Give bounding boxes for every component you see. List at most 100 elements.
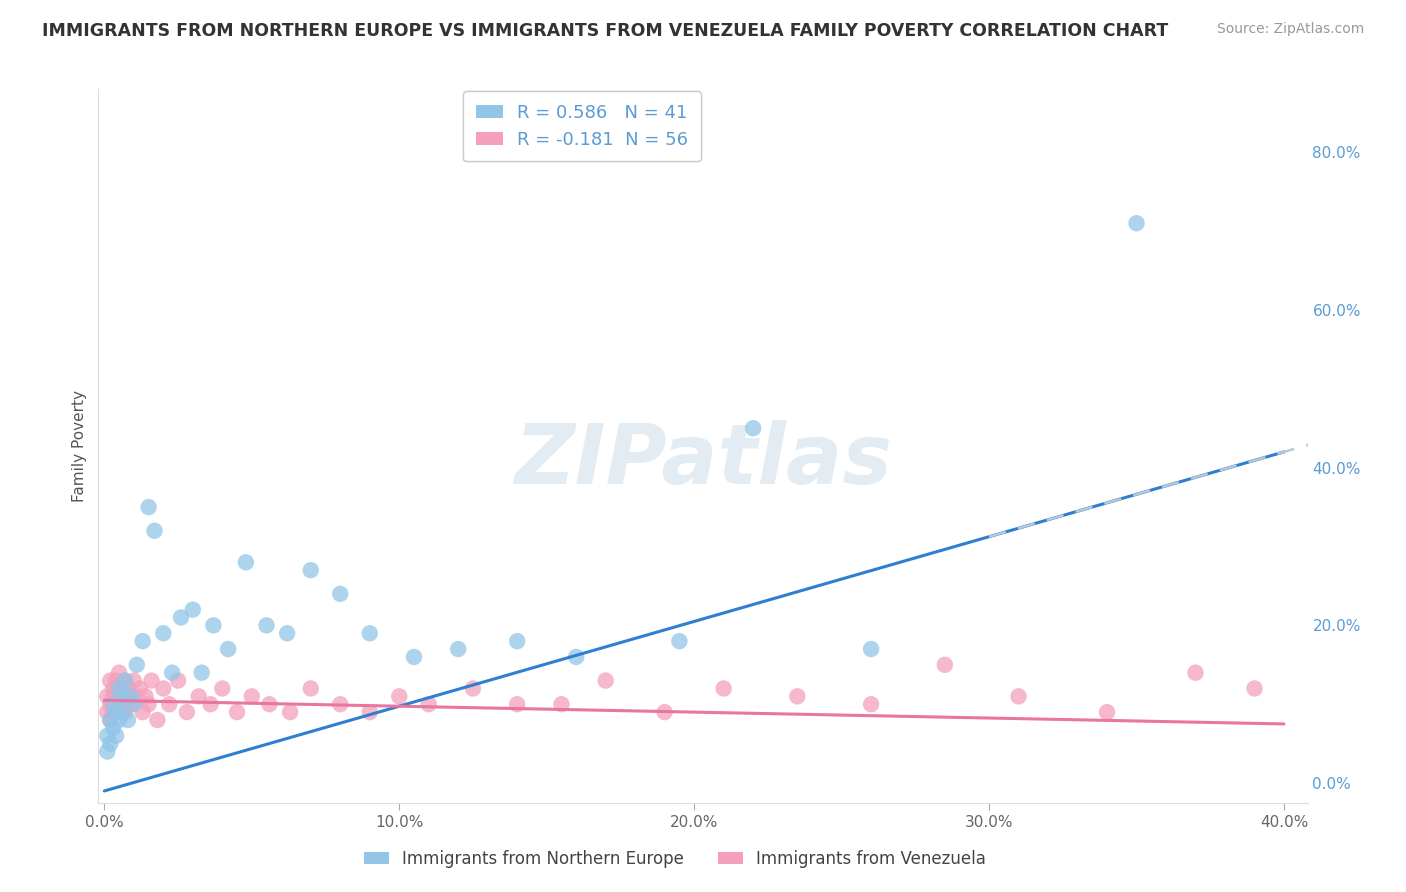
Point [138,698,160,712]
Legend: Immigrants from Northern Europe, Immigrants from Venezuela: Immigrants from Northern Europe, Immigra… [357,844,993,875]
Point [550,698,572,712]
Point [138,500,160,515]
Point [101,705,124,719]
Point [217,642,239,657]
Y-axis label: Family Poverty: Family Poverty [72,390,87,502]
Point [152,626,174,640]
Point [125,690,148,704]
Point [742,421,765,435]
Point [122,698,145,712]
Point [1184,665,1206,680]
Point [131,634,153,648]
Point [654,705,676,719]
Point [259,698,281,712]
Point [235,555,257,569]
Point [105,698,128,712]
Point [1125,216,1147,230]
Text: Source: ZipAtlas.com: Source: ZipAtlas.com [1216,22,1364,37]
Point [108,690,131,704]
Point [114,673,136,688]
Point [595,673,617,688]
Point [359,626,381,640]
Point [668,634,690,648]
Point [152,681,174,696]
Point [187,690,209,704]
Point [1243,681,1265,696]
Point [120,690,142,704]
Point [240,690,263,704]
Point [105,705,128,719]
Point [120,698,142,712]
Point [388,690,411,704]
Point [108,713,131,727]
Text: IMMIGRANTS FROM NORTHERN EUROPE VS IMMIGRANTS FROM VENEZUELA FAMILY POVERTY CORR: IMMIGRANTS FROM NORTHERN EUROPE VS IMMIG… [42,22,1168,40]
Point [565,649,588,664]
Point [299,563,322,577]
Point [114,705,136,719]
Point [181,602,204,616]
Point [141,673,163,688]
Point [402,649,425,664]
Text: ZIPatlas: ZIPatlas [515,420,891,500]
Point [713,681,735,696]
Point [329,698,352,712]
Point [860,698,883,712]
Point [117,713,139,727]
Point [117,681,139,696]
Point [167,673,190,688]
Point [160,665,183,680]
Point [128,681,150,696]
Point [418,698,440,712]
Point [98,698,121,712]
Point [98,713,121,727]
Point [506,698,529,712]
Point [170,610,193,624]
Point [299,681,322,696]
Point [111,681,134,696]
Point [114,673,136,688]
Point [1095,705,1118,719]
Point [329,587,352,601]
Point [96,745,118,759]
Point [1007,690,1029,704]
Point [135,690,157,704]
Point [122,673,145,688]
Point [934,657,956,672]
Point [98,737,121,751]
Point [125,657,148,672]
Point [111,690,134,704]
Legend: R = 0.586   N = 41, R = -0.181  N = 56: R = 0.586 N = 41, R = -0.181 N = 56 [463,91,702,161]
Point [176,705,198,719]
Point [256,618,278,632]
Point [278,705,301,719]
Point [111,705,134,719]
Point [98,713,121,727]
Point [276,626,298,640]
Point [359,705,381,719]
Point [226,705,249,719]
Point [202,618,225,632]
Point [105,729,128,743]
Point [506,634,529,648]
Point [101,698,124,712]
Point [157,698,180,712]
Point [108,681,131,696]
Point [860,642,883,657]
Point [111,698,134,712]
Point [447,642,470,657]
Point [101,690,124,704]
Point [461,681,484,696]
Point [211,681,233,696]
Point [98,673,121,688]
Point [200,698,222,712]
Point [108,665,131,680]
Point [96,729,118,743]
Point [190,665,212,680]
Point [146,713,169,727]
Point [96,705,118,719]
Point [117,690,139,704]
Point [101,721,124,735]
Point [786,690,808,704]
Point [101,681,124,696]
Point [143,524,166,538]
